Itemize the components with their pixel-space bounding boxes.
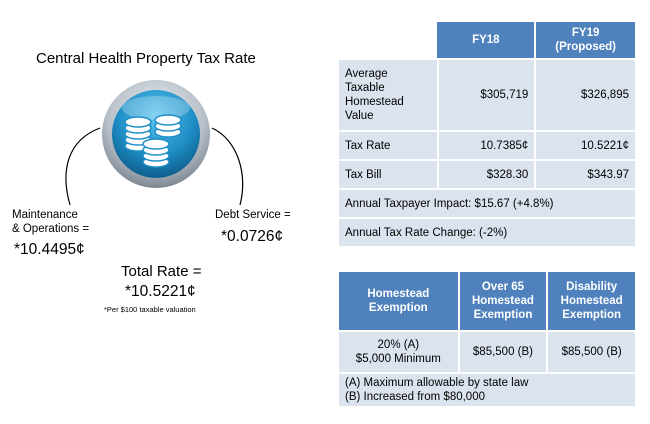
table-row: Annual Taxpayer Impact: $15.67 (+4.8%) [339, 190, 635, 217]
row-fy19: 10.5221¢ [534, 132, 635, 159]
header-disability: Disability Homestead Exemption [546, 272, 635, 330]
mo-value: *10.4495¢ [14, 241, 85, 258]
row-fy19: $326,895 [534, 60, 635, 130]
over65-value: $85,500 (B) [457, 332, 547, 372]
table-row: 20% (A) $5,000 Minimum $85,500 (B) $85,5… [339, 332, 635, 372]
table-row: Tax Bill $328.30 $343.97 [339, 161, 635, 188]
header-homestead: Homestead Exemption [339, 272, 458, 330]
row-fy18: $305,719 [437, 60, 535, 130]
disability-value: $85,500 (B) [546, 332, 635, 372]
tax-table: FY18 FY19 (Proposed) Average Taxable Homes… [339, 20, 635, 248]
table-row: Tax Rate 10.7385¢ 10.5221¢ [339, 132, 635, 159]
row-label: Average Taxable Homestead Value [339, 60, 438, 130]
total-note: *Per $100 taxable valuation [104, 305, 196, 314]
table-row: Annual Tax Rate Change: (-2%) [339, 219, 635, 246]
left-connector-arc [65, 127, 101, 206]
row-label: Tax Rate [339, 132, 438, 159]
homestead-value: 20% (A) $5,000 Minimum [339, 332, 458, 372]
table-row: Average Taxable Homestead Value $305,719 $3… [339, 60, 635, 130]
exemption-table: Homestead Exemption Over 65 Homestead Ex… [339, 270, 635, 408]
header-over65: Over 65 Homestead Exemption [457, 272, 547, 330]
total-value: *10.5221¢ [125, 283, 196, 300]
rate-change-cell: Annual Tax Rate Change: (-2%) [339, 219, 635, 246]
row-fy19: $343.97 [534, 161, 635, 188]
row-fy18: $328.30 [437, 161, 535, 188]
debt-label: Debt Service = [215, 209, 291, 221]
total-label: Total Rate = [121, 263, 202, 280]
right-connector-arc [211, 127, 244, 206]
impact-cell: Annual Taxpayer Impact: $15.67 (+4.8%) [339, 190, 635, 217]
row-label: Tax Bill [339, 161, 438, 188]
row-fy18: 10.7385¢ [437, 132, 535, 159]
footnotes: (A) Maximum allowable by state law (B) I… [339, 374, 635, 406]
debt-value: *0.0726¢ [221, 228, 284, 245]
header-fy19: FY19 (Proposed) [534, 22, 635, 58]
tax-table-corner [339, 22, 438, 58]
coin-stacks-icon [102, 80, 210, 188]
diagram-svg [65, 80, 244, 206]
header-fy18: FY18 [437, 22, 535, 58]
chart-title: Central Health Property Tax Rate [36, 50, 256, 67]
table-row: (A) Maximum allowable by state law (B) I… [339, 374, 635, 406]
mo-label: Maintenance & Operations = [12, 209, 90, 235]
